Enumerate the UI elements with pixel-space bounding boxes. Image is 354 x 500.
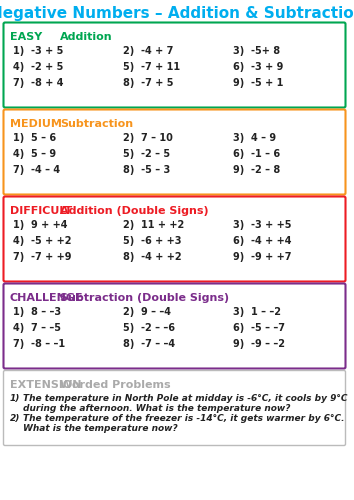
Text: 6)  -3 + 9: 6) -3 + 9 [233,62,283,72]
Text: 8)  -4 + +2: 8) -4 + +2 [123,252,182,262]
Text: 9)  -9 – –2: 9) -9 – –2 [233,339,285,349]
Text: 2)  -4 + 7: 2) -4 + 7 [123,46,173,56]
Text: Worded Problems: Worded Problems [60,380,171,390]
Text: Addition (Double Signs): Addition (Double Signs) [60,206,209,216]
Text: 4)  5 – 9: 4) 5 – 9 [13,149,56,159]
Text: 2)  9 – –4: 2) 9 – –4 [123,307,171,317]
Text: 6)  -5 – –7: 6) -5 – –7 [233,323,285,333]
Text: 1)  9 + +4: 1) 9 + +4 [13,220,68,230]
Text: EXTENSION: EXTENSION [10,380,81,390]
Text: 7)  -8 – –1: 7) -8 – –1 [13,339,65,349]
Text: 2)  7 – 10: 2) 7 – 10 [123,133,173,143]
Text: 6)  -4 + +4: 6) -4 + +4 [233,236,291,246]
FancyBboxPatch shape [4,284,346,368]
Text: 5)  -6 + +3: 5) -6 + +3 [123,236,182,246]
FancyBboxPatch shape [4,110,346,194]
Text: 2)  11 + +2: 2) 11 + +2 [123,220,184,230]
Text: 6)  -1 – 6: 6) -1 – 6 [233,149,280,159]
FancyBboxPatch shape [4,196,346,282]
Text: 4)  -5 + +2: 4) -5 + +2 [13,236,72,246]
Text: 9)  -9 + +7: 9) -9 + +7 [233,252,291,262]
Text: 1)  5 – 6: 1) 5 – 6 [13,133,56,143]
FancyBboxPatch shape [4,370,346,446]
Text: 7)  -7 + +9: 7) -7 + +9 [13,252,72,262]
Text: Subtraction (Double Signs): Subtraction (Double Signs) [60,293,229,303]
Text: 5)  -7 + 11: 5) -7 + 11 [123,62,180,72]
Text: 7)  -4 – 4: 7) -4 – 4 [13,165,60,175]
Text: Negative Numbers – Addition & Subtraction: Negative Numbers – Addition & Subtractio… [0,6,354,21]
Text: 5)  -2 – 5: 5) -2 – 5 [123,149,170,159]
Text: 9)  -2 – 8: 9) -2 – 8 [233,165,280,175]
Text: 8)  -5 – 3: 8) -5 – 3 [123,165,170,175]
Text: Subtraction: Subtraction [60,119,133,129]
Text: The temperature of the freezer is -14°C, it gets warmer by 6°C. What is the temp: The temperature of the freezer is -14°C,… [23,414,344,434]
Text: 8)  -7 – –4: 8) -7 – –4 [123,339,175,349]
Text: 1)  8 – –3: 1) 8 – –3 [13,307,61,317]
Text: 7)  -8 + 4: 7) -8 + 4 [13,78,63,88]
Text: 4)  -2 + 5: 4) -2 + 5 [13,62,63,72]
Text: 1): 1) [10,394,21,403]
Text: 3)  -3 + +5: 3) -3 + +5 [233,220,291,230]
Text: 2): 2) [10,414,21,423]
Text: 9)  -5 + 1: 9) -5 + 1 [233,78,283,88]
FancyBboxPatch shape [4,22,346,107]
Text: 3)  -5+ 8: 3) -5+ 8 [233,46,280,56]
Text: DIFFICULT: DIFFICULT [10,206,72,216]
Text: 4)  7 – –5: 4) 7 – –5 [13,323,61,333]
Text: 1)  -3 + 5: 1) -3 + 5 [13,46,63,56]
Text: MEDIUM: MEDIUM [10,119,62,129]
Text: 5)  -2 – –6: 5) -2 – –6 [123,323,175,333]
Text: EASY: EASY [10,32,42,42]
Text: The temperature in North Pole at midday is -6°C, it cools by 9°C during the afte: The temperature in North Pole at midday … [23,394,348,413]
Text: CHALLENGE: CHALLENGE [10,293,84,303]
Text: 3)  1 – –2: 3) 1 – –2 [233,307,281,317]
Text: Addition: Addition [60,32,113,42]
Text: 3)  4 – 9: 3) 4 – 9 [233,133,276,143]
Text: 8)  -7 + 5: 8) -7 + 5 [123,78,173,88]
